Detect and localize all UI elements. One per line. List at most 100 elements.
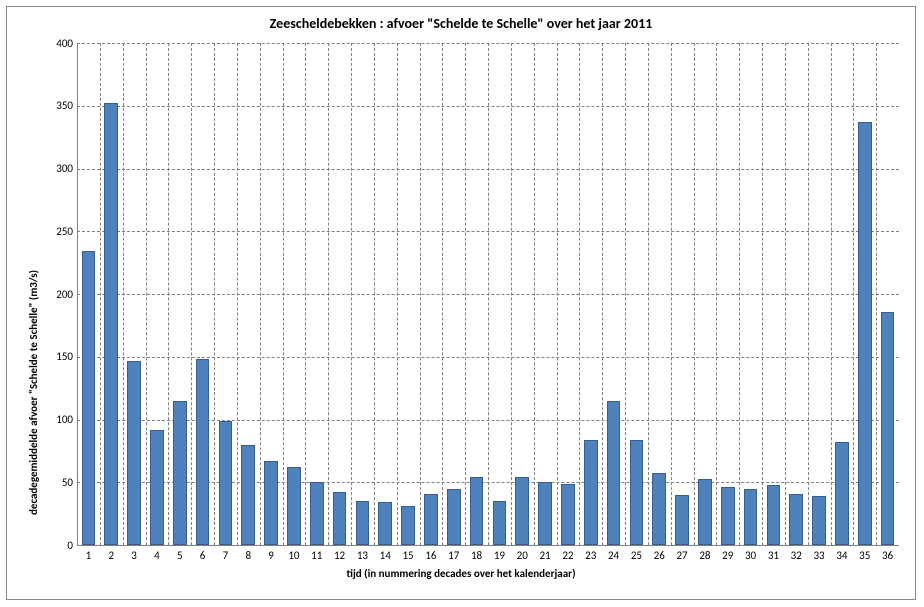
gridline-v [511, 43, 512, 545]
gridline-v [237, 43, 238, 545]
bar [835, 442, 849, 545]
gridline-v [260, 43, 261, 545]
bar [744, 489, 758, 545]
bar [150, 430, 164, 545]
x-tick-label: 22 [557, 549, 580, 562]
x-tick-label: 20 [511, 549, 534, 562]
x-tick-label: 32 [785, 549, 808, 562]
gridline-v [762, 43, 763, 545]
chart-frame: Zeescheldebekken : afvoer "Schelde te Sc… [6, 6, 916, 600]
gridline-v [853, 43, 854, 545]
gridline-v [579, 43, 580, 545]
gridline-v [831, 43, 832, 545]
x-tick-label: 21 [534, 549, 557, 562]
x-tick-label: 1 [77, 549, 100, 562]
gridline-v [785, 43, 786, 545]
x-tick-label: 5 [168, 549, 191, 562]
y-axis-title: decadegemiddelde afvoer "Schelde te Sche… [27, 270, 40, 515]
x-tick-label: 33 [808, 549, 831, 562]
bar [241, 445, 255, 545]
gridline-v [876, 43, 877, 545]
gridline-v [465, 43, 466, 545]
bar [584, 440, 598, 545]
bar [333, 492, 347, 545]
x-tick-label: 17 [442, 549, 465, 562]
x-tick-label: 24 [602, 549, 625, 562]
x-tick-label: 10 [283, 549, 306, 562]
x-tick-label: 26 [648, 549, 671, 562]
x-tick-label: 4 [146, 549, 169, 562]
gridline-v [328, 43, 329, 545]
bar [401, 506, 415, 545]
gridline-v [168, 43, 169, 545]
x-tick-label: 36 [876, 549, 899, 562]
y-axis-line [77, 43, 78, 545]
x-tick-label: 15 [397, 549, 420, 562]
gridline-v [100, 43, 101, 545]
bar [470, 477, 484, 545]
bar [789, 494, 803, 545]
y-tick-label: 400 [41, 37, 73, 50]
y-tick-label: 350 [41, 99, 73, 112]
bar [82, 251, 96, 545]
x-tick-label: 18 [465, 549, 488, 562]
gridline-v [305, 43, 306, 545]
bar [812, 496, 826, 545]
bar [173, 401, 187, 545]
gridline-v [397, 43, 398, 545]
x-tick-label: 8 [237, 549, 260, 562]
bar [447, 489, 461, 545]
x-tick-label: 9 [260, 549, 283, 562]
bar [287, 467, 301, 545]
bar [630, 440, 644, 545]
x-tick-label: 19 [488, 549, 511, 562]
gridline-v [214, 43, 215, 545]
bar [515, 477, 529, 545]
bar [881, 312, 895, 545]
gridline-v [557, 43, 558, 545]
x-tick-label: 6 [191, 549, 214, 562]
x-tick-label: 27 [671, 549, 694, 562]
bar [493, 501, 507, 545]
x-tick-label: 28 [694, 549, 717, 562]
y-tick-label: 200 [41, 288, 73, 301]
x-tick-label: 23 [579, 549, 602, 562]
bar [219, 421, 233, 545]
x-tick-label: 34 [831, 549, 854, 562]
gridline-v [191, 43, 192, 545]
y-tick-label: 250 [41, 225, 73, 238]
x-tick-label: 3 [123, 549, 146, 562]
bar [675, 495, 689, 545]
bar [538, 482, 552, 545]
gridline-v [808, 43, 809, 545]
x-tick-label: 11 [305, 549, 328, 562]
bar [858, 122, 872, 545]
gridline-v [534, 43, 535, 545]
bar [561, 484, 575, 545]
x-axis-line [77, 545, 899, 546]
gridline-v [488, 43, 489, 545]
gridline-v [420, 43, 421, 545]
y-tick-label: 50 [41, 476, 73, 489]
x-tick-label: 12 [328, 549, 351, 562]
x-tick-label: 2 [100, 549, 123, 562]
gridline-v [739, 43, 740, 545]
x-tick-label: 13 [351, 549, 374, 562]
gridline-v [351, 43, 352, 545]
bar [356, 501, 370, 545]
x-tick-label: 31 [762, 549, 785, 562]
x-tick-label: 29 [716, 549, 739, 562]
bar [310, 482, 324, 545]
gridline-v [283, 43, 284, 545]
gridline-v [374, 43, 375, 545]
bar [127, 361, 141, 545]
bar [264, 461, 278, 545]
gridline-v [648, 43, 649, 545]
bar [767, 485, 781, 545]
bar [652, 473, 666, 545]
bar [721, 487, 735, 545]
x-axis-title: tijd (in nummering decades over het kale… [7, 567, 915, 580]
x-tick-label: 35 [853, 549, 876, 562]
y-tick-label: 150 [41, 350, 73, 363]
gridline-v [123, 43, 124, 545]
